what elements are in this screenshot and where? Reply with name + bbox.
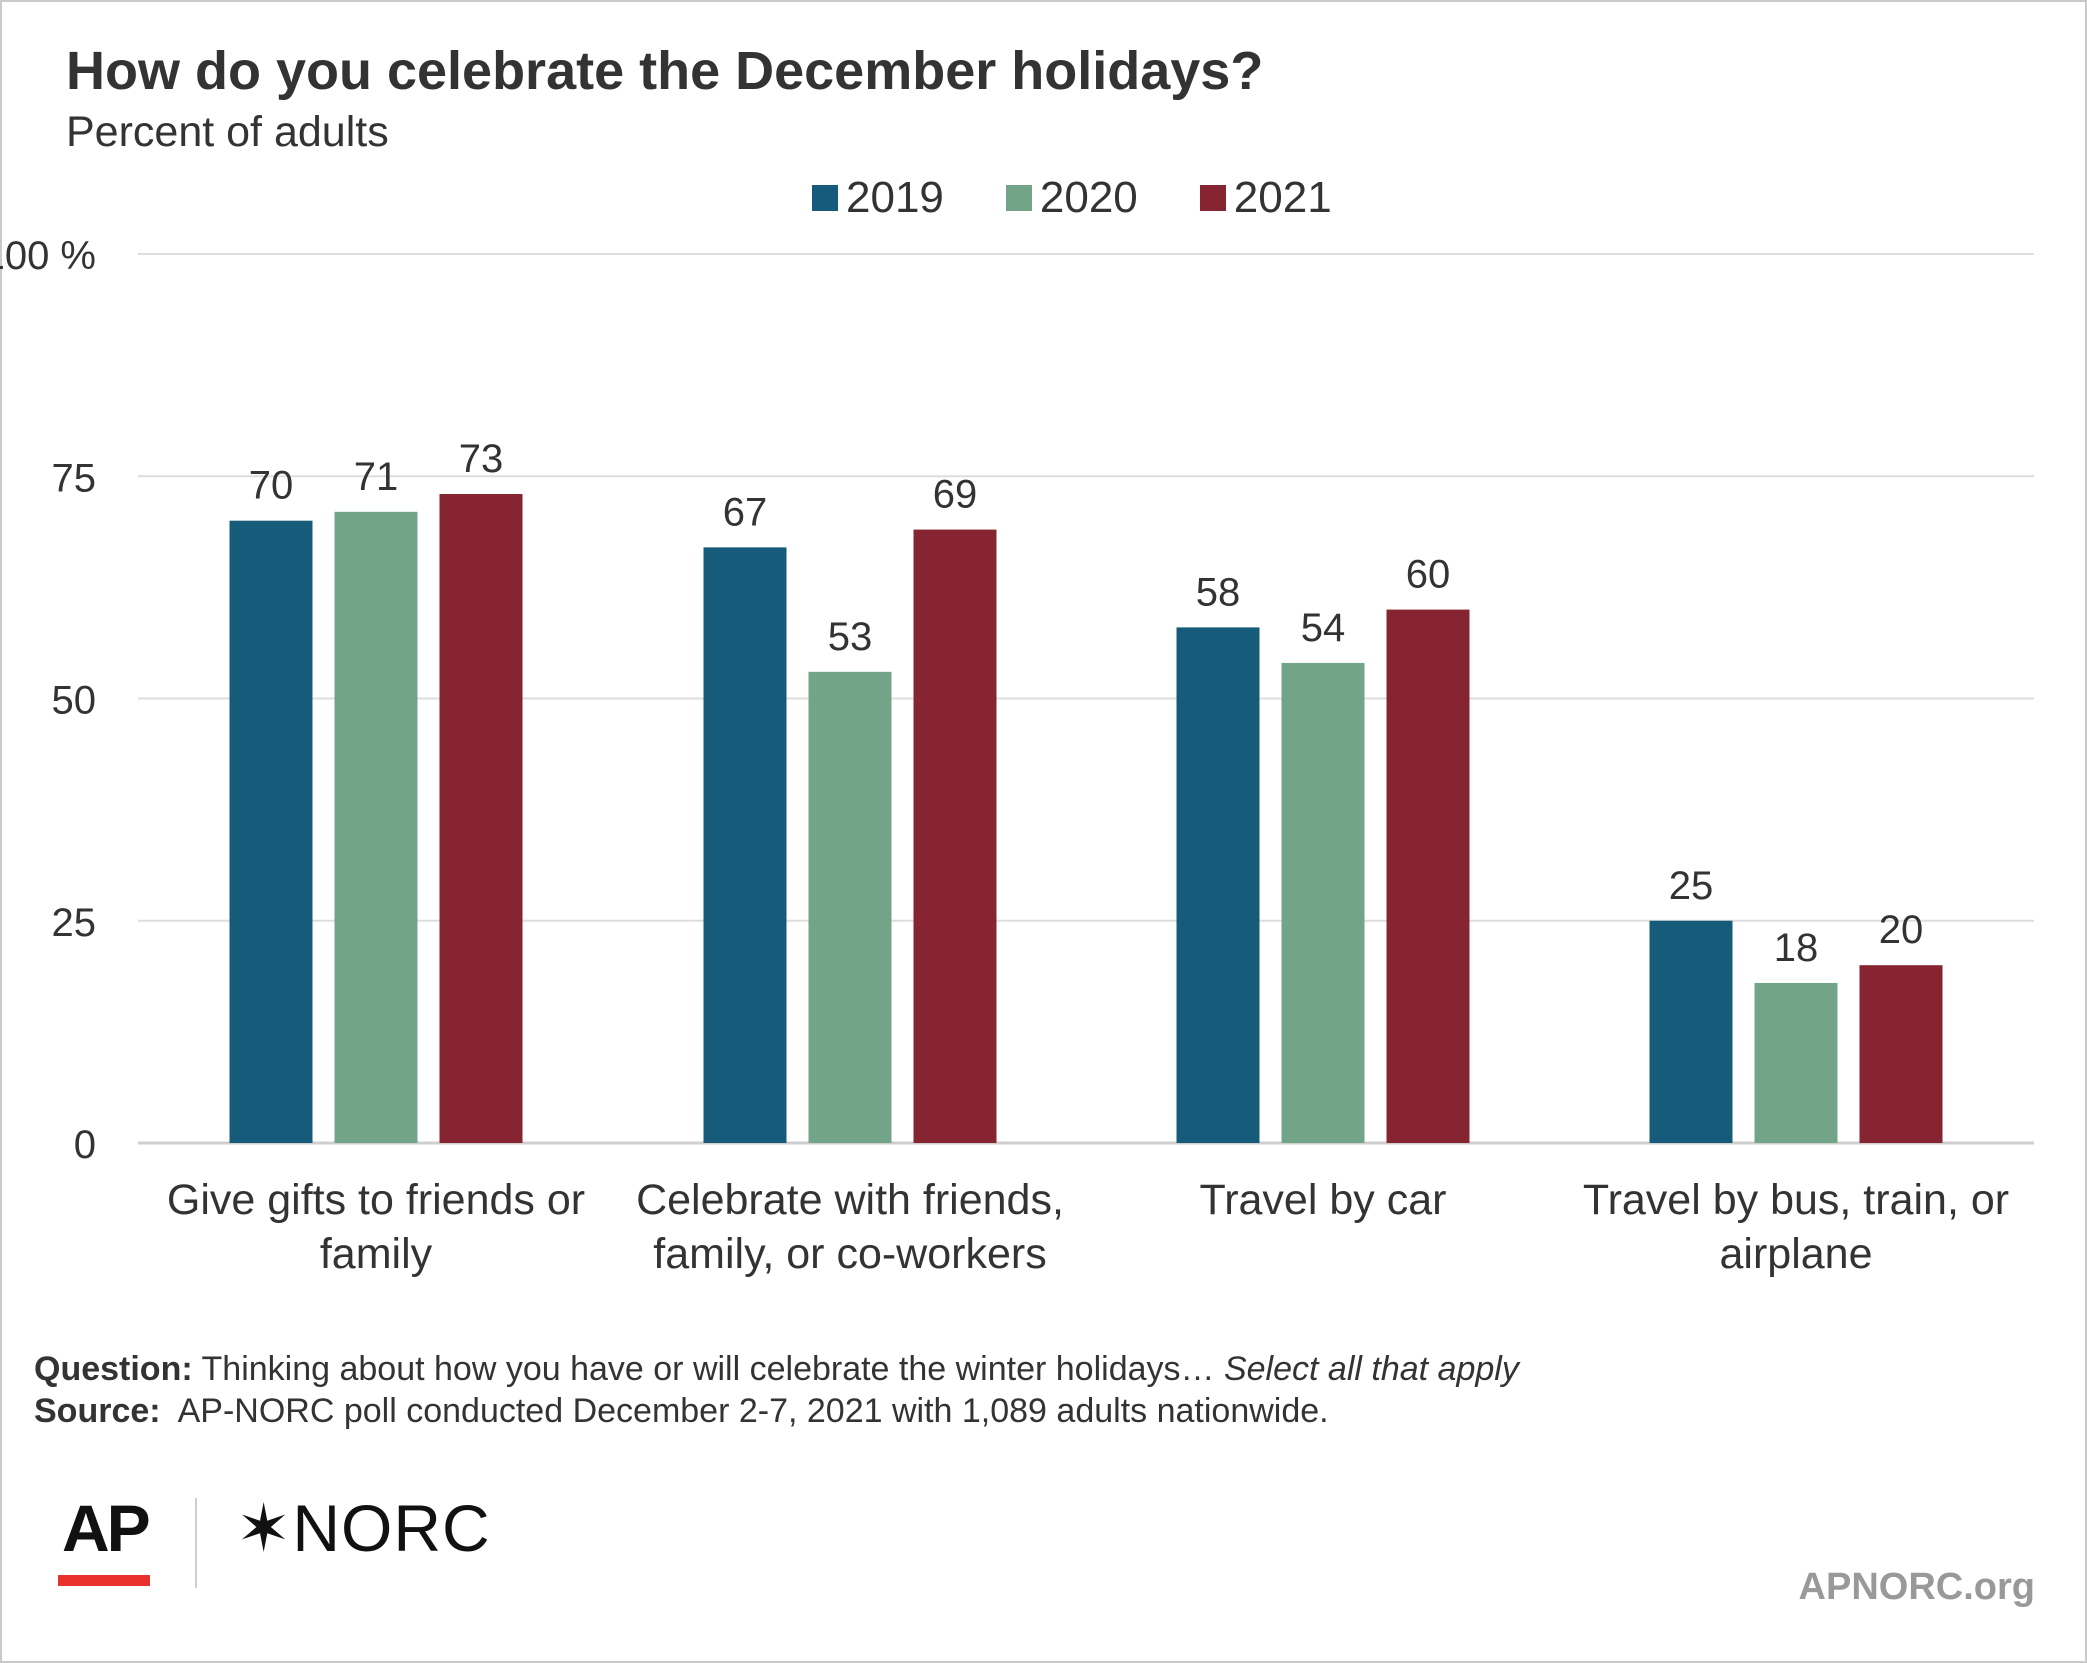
data-label: 20: [1879, 908, 1924, 952]
logo-divider: [195, 1498, 197, 1588]
source-text: AP-NORC poll conducted December 2-7, 202…: [177, 1392, 1329, 1430]
bar: [229, 520, 313, 1143]
x-category-label: family, or co-workers: [653, 1230, 1046, 1278]
legend-item-2020: 2020: [1005, 173, 1138, 223]
data-label: 54: [1301, 606, 1346, 650]
bar: [334, 511, 418, 1143]
chart-title: How do you celebrate the December holida…: [66, 41, 1264, 101]
data-label: 70: [249, 464, 294, 508]
bar-chart: 0 25 50 75 100 % 70 67 58 25 71 53 54 18 73 69 60 20 Give…: [0, 234, 2034, 1278]
norc-logo-text: NORC: [292, 1491, 491, 1565]
legend-label-2020: 2020: [1039, 173, 1138, 222]
question-text: Thinking about how you have or will cele…: [201, 1350, 1215, 1388]
y-tick-label: 50: [52, 679, 97, 723]
norc-logo: ✶NORC: [236, 1490, 491, 1567]
legend-label-2019: 2019: [846, 173, 944, 222]
bar: [1176, 627, 1260, 1143]
data-label: 25: [1669, 864, 1714, 908]
question-label: Question:: [34, 1350, 193, 1388]
bar: [1859, 965, 1943, 1143]
x-category-label: family: [320, 1230, 433, 1278]
bar: [913, 529, 997, 1143]
data-label: 18: [1774, 926, 1819, 970]
ap-logo: AP: [62, 1491, 151, 1565]
bar: [808, 671, 892, 1143]
legend-swatch-2020: [1005, 185, 1032, 211]
site-url: APNORC.org: [1798, 1566, 2035, 1608]
bar: [1754, 982, 1838, 1143]
legend-swatch-2019: [812, 185, 838, 211]
legend-item-2021: 2021: [1199, 173, 1332, 223]
data-label: 67: [723, 490, 768, 534]
data-label: 53: [828, 615, 873, 659]
ap-logo-underline: [58, 1575, 150, 1586]
data-label: 60: [1406, 553, 1451, 597]
bar: [439, 494, 523, 1143]
legend-swatch-2021: [1199, 185, 1226, 211]
bar: [1649, 920, 1733, 1143]
legend-label-2021: 2021: [1233, 173, 1332, 222]
y-tick-label: 75: [52, 456, 97, 500]
bar: [703, 547, 787, 1143]
data-label: 73: [459, 437, 504, 481]
source-note: Source: AP-NORC poll conducted December …: [34, 1392, 1329, 1431]
data-label: 69: [933, 473, 978, 517]
x-category-label: Celebrate with friends,: [636, 1176, 1064, 1224]
bar: [1281, 662, 1365, 1143]
x-category-label: Travel by car: [1200, 1176, 1447, 1224]
y-tick-label: 25: [52, 901, 97, 945]
x-category-label: Give gifts to friends or: [167, 1176, 585, 1224]
y-tick-label: 100 %: [0, 234, 96, 278]
source-label: Source:: [34, 1392, 161, 1430]
legend-item-2019: 2019: [812, 173, 944, 223]
bar: [1386, 609, 1470, 1143]
data-label: 58: [1196, 570, 1241, 614]
question-italic: Select all that apply: [1223, 1350, 1519, 1388]
y-tick-label: 0: [74, 1123, 96, 1167]
norc-star-icon: ✶: [236, 1491, 293, 1565]
question-note: Question: Thinking about how you have or…: [34, 1350, 1519, 1389]
data-label: 71: [354, 455, 399, 499]
chart-subtitle: Percent of adults: [66, 108, 389, 156]
x-category-label: Travel by bus, train, or: [1583, 1176, 2009, 1224]
x-category-label: airplane: [1720, 1230, 1873, 1278]
legend: 2019 2020 2021: [812, 170, 1332, 226]
